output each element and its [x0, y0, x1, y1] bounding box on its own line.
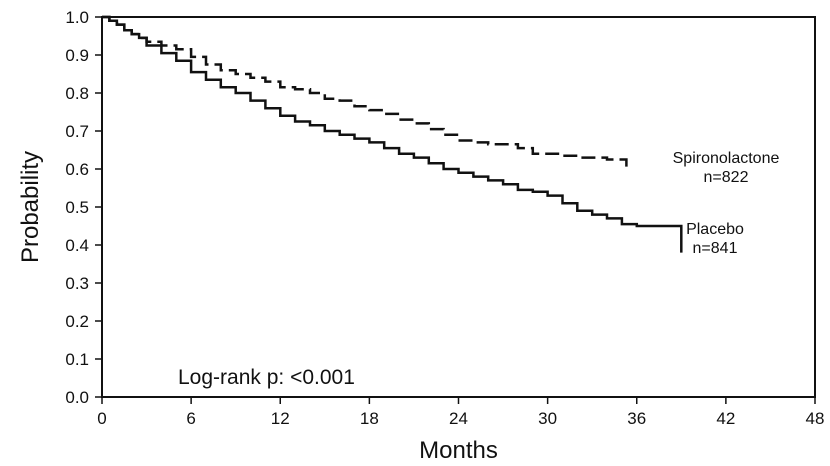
y-tick-label: 0.2 [65, 312, 89, 331]
series-line-spironolactone [102, 15, 628, 168]
x-tick-label: 0 [97, 409, 106, 428]
y-tick-label: 0.9 [65, 46, 89, 65]
log-rank-annotation: Log-rank p: <0.001 [178, 366, 355, 389]
y-axis-ticks: 0.0 0.1 0.2 0.3 0.4 0.5 0.6 0.7 0.8 0.9 1.0 [65, 8, 102, 407]
series-label-spironolactone: Spironolactone [673, 150, 780, 167]
y-tick-label: 0.4 [65, 236, 89, 255]
y-tick-label: 0.8 [65, 84, 89, 103]
series-layer [102, 15, 683, 253]
x-tick-label: 36 [627, 409, 646, 428]
y-axis-label: Probability [17, 151, 44, 263]
x-axis-label: Months [419, 437, 498, 464]
x-tick-label: 18 [360, 409, 379, 428]
series-line-placebo [102, 15, 683, 253]
plot-frame [101, 16, 816, 398]
y-tick-label: 0.6 [65, 160, 89, 179]
y-tick-label: 0.5 [65, 198, 89, 217]
x-axis-ticks: 0 6 12 18 24 30 36 42 48 [97, 397, 824, 428]
y-tick-label: 0.7 [65, 122, 89, 141]
y-tick-label: 0.1 [65, 350, 89, 369]
x-tick-label: 48 [806, 409, 825, 428]
x-tick-label: 30 [538, 409, 557, 428]
y-tick-label: 0.3 [65, 274, 89, 293]
x-tick-label: 42 [716, 409, 735, 428]
series-label-placebo: Placebo [686, 221, 744, 238]
x-tick-label: 24 [449, 409, 468, 428]
x-tick-label: 12 [271, 409, 290, 428]
x-tick-label: 6 [186, 409, 195, 428]
series-n-spironolactone: n=822 [704, 169, 749, 186]
series-n-placebo: n=841 [693, 240, 738, 257]
y-tick-label: 1.0 [65, 8, 89, 27]
y-tick-label: 0.0 [65, 388, 89, 407]
